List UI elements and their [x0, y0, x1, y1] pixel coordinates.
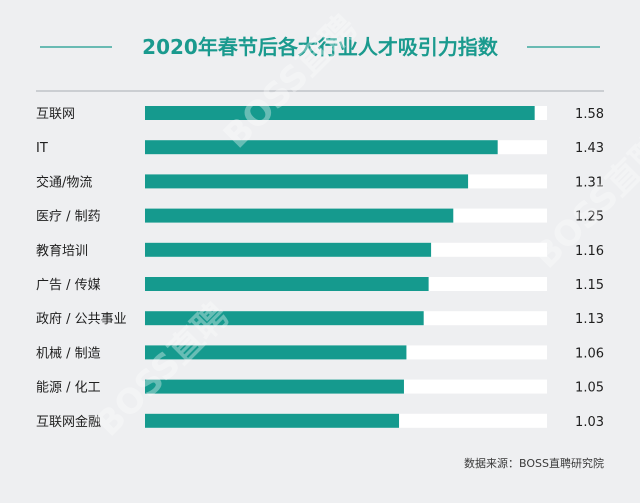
- category-label: 机械 / 制造: [36, 346, 101, 361]
- value-label: 1.05: [575, 381, 604, 396]
- watermark: BOSS直聘: [216, 8, 365, 157]
- category-label: 互联网: [36, 107, 75, 122]
- bar: [145, 277, 429, 291]
- value-label: 1.13: [575, 312, 604, 327]
- chart-title: 2020年春节后各大行业人才吸引力指数: [142, 35, 499, 59]
- bar: [145, 311, 424, 326]
- category-label: 医疗 / 制药: [36, 210, 101, 225]
- category-label: 互联网金融: [36, 414, 101, 430]
- category-label: 政府 / 公共事业: [36, 312, 127, 327]
- value-label: 1.03: [575, 415, 604, 430]
- bar: [145, 140, 498, 155]
- value-label: 1.31: [575, 175, 604, 190]
- value-label: 1.58: [575, 107, 604, 122]
- bar: [145, 208, 454, 223]
- value-label: 1.43: [575, 141, 604, 156]
- category-label: IT: [36, 141, 48, 156]
- category-label: 交通/物流: [36, 174, 92, 190]
- bar-rows: 互联网 1.58 IT 1.43 交通/物流 1.31 医疗 / 制药 1.25 教育培训 1.1…: [36, 106, 604, 430]
- data-source: 数据来源：BOSS直聘研究院: [464, 456, 604, 470]
- value-label: 1.16: [575, 244, 604, 259]
- bar: [145, 345, 407, 360]
- bar: [145, 106, 535, 120]
- bar: [145, 379, 404, 394]
- bar: [145, 242, 432, 257]
- category-label: 教育培训: [36, 243, 88, 259]
- bar: [145, 174, 469, 189]
- value-label: 1.15: [575, 278, 604, 293]
- value-label: 1.06: [575, 346, 604, 361]
- category-label: 能源 / 化工: [36, 381, 101, 396]
- bar: [145, 413, 400, 428]
- category-label: 广告 / 传媒: [36, 278, 101, 293]
- value-label: 1.25: [575, 210, 604, 225]
